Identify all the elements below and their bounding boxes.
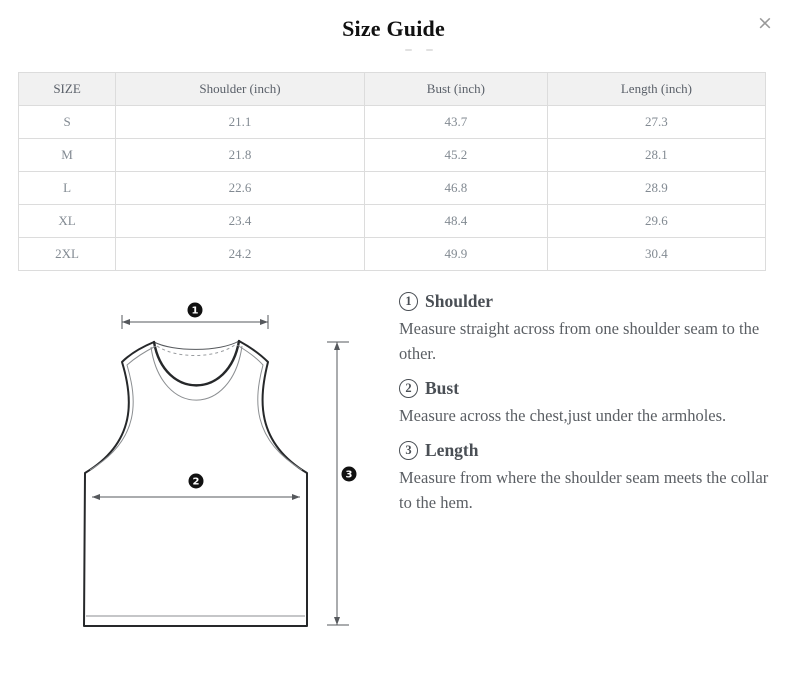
cell-shoulder: 21.1 — [115, 105, 365, 139]
cell-bust: 45.2 — [363, 138, 548, 172]
circled-number-icon: 1 — [399, 292, 418, 311]
instruction-item-shoulder: 1 Shoulder Measure straight across from … — [399, 291, 783, 366]
cell-shoulder: 22.6 — [115, 171, 365, 205]
header-bust: Bust (inch) — [363, 72, 548, 106]
length-measure-arrow — [327, 341, 349, 626]
title-decoration-dot — [405, 49, 412, 51]
neckline-front — [152, 339, 241, 387]
circled-number-icon: 2 — [399, 379, 418, 398]
instruction-text: Measure from where the shoulder seam mee… — [399, 468, 769, 512]
instruction-item-bust: 2 Bust Measure across the chest,just und… — [399, 378, 783, 428]
instruction-text: Measure across the chest,just under the … — [399, 406, 727, 425]
cell-shoulder: 24.2 — [115, 237, 365, 271]
header-length: Length (inch) — [546, 72, 767, 106]
table-row: 2XL 24.2 49.9 30.4 — [17, 237, 767, 271]
armhole-seam-right — [236, 344, 303, 471]
table-row: L 22.6 46.8 28.9 — [17, 171, 767, 205]
cell-bust: 48.4 — [363, 204, 548, 238]
marker-length-badge: 3 — [341, 466, 357, 482]
measure-instructions: 1 Shoulder Measure straight across from … — [399, 291, 783, 527]
cell-shoulder: 23.4 — [115, 204, 365, 238]
header-shoulder: Shoulder (inch) — [115, 72, 365, 106]
cell-size: 2XL — [17, 237, 117, 271]
table-header-row: SIZE Shoulder (inch) Bust (inch) Length … — [17, 72, 767, 106]
table-row: M 21.8 45.2 28.1 — [17, 138, 767, 172]
instruction-item-length: 3 Length Measure from where the shoulder… — [399, 440, 783, 515]
shoulder-measure-arrow — [121, 315, 269, 329]
tank-outline — [83, 340, 308, 627]
size-table: SIZE Shoulder (inch) Bust (inch) Length … — [17, 72, 767, 271]
marker-bust-badge: 2 — [188, 473, 204, 489]
table-row: S 21.1 43.7 27.3 — [17, 105, 767, 139]
instruction-text: Measure straight across from one shoulde… — [399, 319, 760, 363]
cell-bust: 49.9 — [363, 237, 548, 271]
instruction-heading: 2 Bust — [399, 378, 783, 399]
cell-size: L — [17, 171, 117, 205]
cell-size: XL — [17, 204, 117, 238]
collar-top-edge — [153, 340, 240, 350]
instruction-title: Length — [425, 440, 479, 460]
page-title: Size Guide — [342, 16, 445, 41]
title-decoration-dot — [426, 49, 433, 51]
instruction-heading: 3 Length — [399, 440, 783, 461]
size-table-header: SIZE Shoulder (inch) Bust (inch) Length … — [17, 72, 767, 106]
cell-length: 29.6 — [546, 204, 767, 238]
cell-length: 28.9 — [546, 171, 767, 205]
marker-length-number: 3 — [346, 470, 353, 481]
cell-bust: 46.8 — [363, 171, 548, 205]
cell-length: 28.1 — [546, 138, 767, 172]
marker-bust-number: 2 — [193, 477, 200, 488]
cell-size: M — [17, 138, 117, 172]
bust-measure-arrow — [92, 494, 300, 500]
cell-shoulder: 21.8 — [115, 138, 365, 172]
instruction-title: Shoulder — [425, 291, 494, 311]
cell-length: 27.3 — [546, 105, 767, 139]
cell-length: 30.4 — [546, 237, 767, 271]
instruction-heading: 1 Shoulder — [399, 291, 783, 312]
armhole-seam-left — [89, 345, 157, 471]
close-icon[interactable]: × — [757, 12, 773, 34]
table-row: XL 23.4 48.4 29.6 — [17, 204, 767, 238]
marker-shoulder-number: 1 — [192, 306, 199, 317]
neckline-seam — [150, 345, 243, 401]
cell-size: S — [17, 105, 117, 139]
collar-stitch-line — [156, 343, 237, 356]
cell-bust: 43.7 — [363, 105, 548, 139]
circled-number-icon: 3 — [399, 441, 418, 460]
header-size: SIZE — [17, 72, 117, 106]
marker-shoulder-badge: 1 — [187, 302, 203, 318]
instruction-title: Bust — [425, 378, 460, 398]
tank-top-diagram: 1 2 3 — [83, 302, 357, 627]
